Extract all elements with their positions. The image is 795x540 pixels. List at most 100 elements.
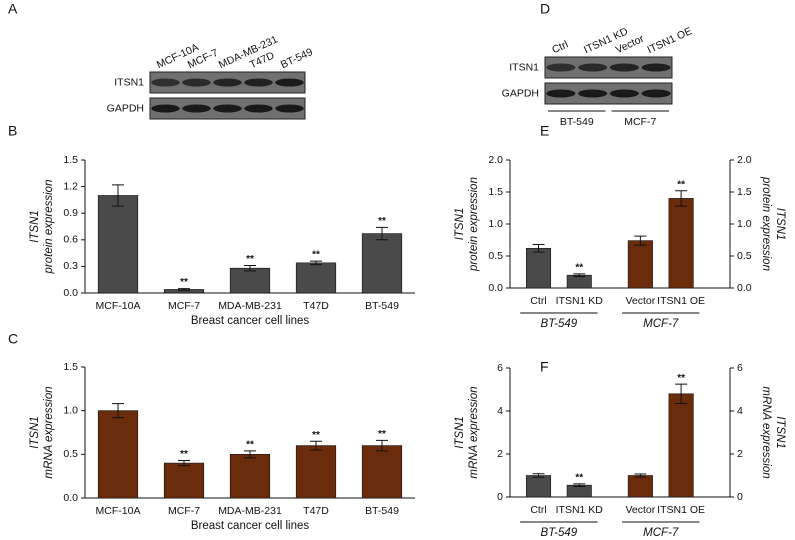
y-tick-label: 1.5 (488, 186, 503, 198)
blot-band (213, 78, 242, 87)
y2-tick-label: 2.0 (737, 154, 752, 166)
y-tick-label: 0.0 (63, 492, 78, 504)
blot-band (578, 63, 608, 72)
x-tick-label: T47D (303, 300, 329, 312)
y-tick-label: 1.2 (63, 180, 78, 192)
y-tick-label: 6 (497, 362, 503, 374)
bar (295, 445, 337, 499)
blot-band (275, 78, 304, 87)
y-tick-label: 0.0 (488, 282, 503, 294)
blot-band (213, 104, 242, 113)
blot-band (609, 89, 639, 98)
significance-label: ** (677, 373, 685, 384)
bar (525, 248, 552, 289)
blot-band (151, 78, 180, 87)
x-tick-label: Ctrl (530, 295, 546, 307)
y-tick-label: 1.5 (63, 361, 78, 373)
error-bar (634, 473, 647, 478)
x-tick-label: MDA-MB-231 (218, 300, 282, 312)
y-tick-label: 1.5 (63, 154, 78, 166)
y2-tick-label: 4 (737, 405, 743, 417)
y-tick-label: 4 (497, 405, 503, 417)
y2-tick-label: 0 (737, 491, 743, 503)
error-bar (178, 288, 190, 291)
error-bar (178, 459, 190, 467)
blot-band (546, 89, 576, 98)
y2-axis-label: protein expression (760, 176, 772, 271)
significance-label: ** (575, 473, 583, 484)
error-bar (244, 450, 256, 459)
x-tick-label: ITSN1 OE (657, 504, 705, 516)
blot-band (182, 104, 211, 113)
group-label: BT-549 (560, 116, 594, 128)
y-tick-label: 0.3 (63, 260, 78, 272)
significance-label: ** (312, 250, 320, 261)
significance-label: ** (378, 429, 386, 440)
bar (525, 475, 552, 498)
error-bar (532, 243, 545, 253)
y-axis-label: ITSN1 (454, 416, 466, 449)
error-bar (112, 403, 124, 419)
bar (163, 462, 205, 499)
y2-axis-label: ITSN1 (774, 416, 786, 449)
y-axis-label: mRNA expression (468, 386, 480, 478)
bar (668, 393, 694, 498)
blot-band (244, 104, 273, 113)
blot-band (244, 78, 273, 87)
significance-label: ** (246, 254, 254, 265)
y-axis-label: mRNA expression (43, 386, 55, 478)
x-tick-label: BT-549 (365, 505, 399, 517)
y-axis-label: ITSN1 (29, 210, 41, 243)
x-tick-label: Ctrl (530, 504, 546, 516)
panel-label: A (8, 1, 18, 17)
significance-label: ** (378, 216, 386, 227)
y2-axis-label: ITSN1 (774, 208, 786, 241)
y-tick-label: 0.9 (63, 207, 78, 219)
blot-band (609, 63, 639, 72)
x-tick-label: BT-549 (365, 300, 399, 312)
y-tick-label: 2.0 (488, 154, 503, 166)
error-bar (675, 383, 688, 404)
error-bar (310, 260, 322, 266)
y2-tick-label: 1.0 (737, 218, 752, 230)
x-tick-label: MCF-10A (96, 300, 141, 312)
bar (627, 240, 653, 289)
x-tick-label: Vector (625, 295, 655, 307)
y2-axis-label: mRNA expression (760, 386, 772, 478)
error-bar (573, 483, 586, 487)
blot-row-label: GAPDH (502, 87, 539, 99)
y-tick-label: 0.6 (63, 234, 78, 246)
y-tick-label: 1.0 (63, 404, 78, 416)
x-tick-label: ITSN1 KD (556, 295, 604, 307)
y2-tick-label: 0.0 (737, 282, 752, 294)
y-axis-label: protein expression (468, 177, 480, 272)
blot-band (641, 63, 671, 72)
x-tick-label: T47D (303, 505, 329, 517)
bar (361, 233, 403, 294)
panel-label: D (540, 1, 550, 17)
significance-label: ** (180, 449, 188, 460)
blot-row-label: GAPDH (107, 102, 144, 114)
error-bar (112, 184, 124, 207)
y-tick-label: 0.5 (63, 448, 78, 460)
y2-tick-label: 1.5 (737, 186, 752, 198)
y2-tick-label: 0.5 (737, 250, 752, 262)
blot-band (182, 78, 211, 87)
bar (566, 274, 592, 289)
bar (627, 475, 653, 498)
y-axis-label: ITSN1 (29, 416, 41, 449)
blot-row-label: ITSN1 (114, 76, 144, 88)
y-tick-label: 1.0 (488, 218, 503, 230)
error-bar (675, 190, 688, 207)
significance-label: ** (180, 277, 188, 288)
x-axis-label: Breast cancer cell lines (191, 520, 309, 532)
x-tick-label: MCF-7 (168, 505, 200, 517)
significance-label: ** (246, 439, 254, 450)
x-tick-label: MCF-10A (96, 505, 141, 517)
group-label: MCF-7 (643, 318, 679, 330)
bar (97, 195, 139, 294)
error-bar (244, 265, 256, 272)
error-bar (310, 440, 322, 451)
y2-tick-label: 6 (737, 362, 743, 374)
x-tick-label: ITSN1 OE (657, 295, 705, 307)
